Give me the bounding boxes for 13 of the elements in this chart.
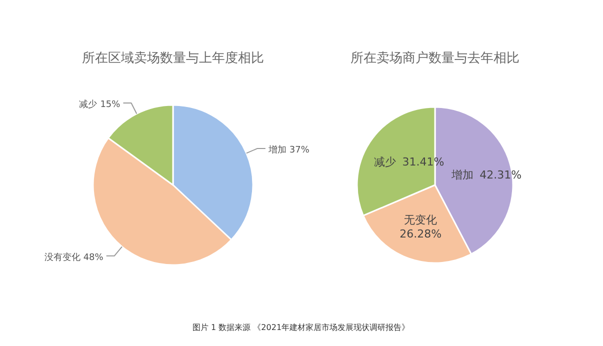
data-label: 15% — [100, 100, 121, 110]
slice-label: 减少 — [79, 99, 98, 110]
slice-label: 增加 — [267, 144, 286, 156]
chart-title: 所在卖场商户数量与去年相比 — [350, 51, 520, 66]
slice-label: 无变化 — [404, 213, 438, 226]
data-label: 48% — [83, 252, 104, 263]
chart-title: 所在区域卖场数量与上年度相比 — [82, 50, 264, 66]
data-label: 37% — [289, 145, 310, 156]
text: 图片 1 数据来源 《2021年建材家居市场发展现状调研报告》 — [192, 323, 410, 332]
data-label: 26.28% — [400, 227, 442, 240]
slice-label: 减少 — [374, 155, 396, 168]
slice-label: 没有变化 — [44, 252, 80, 263]
slice-label: 增加 — [450, 168, 474, 182]
